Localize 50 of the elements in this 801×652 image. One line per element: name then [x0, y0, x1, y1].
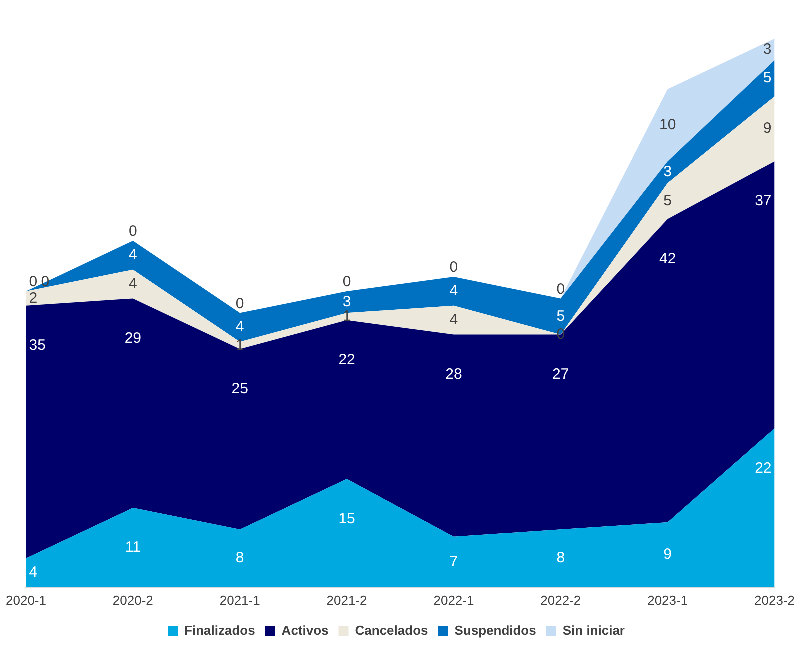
data-label: 0 [129, 223, 138, 240]
legend-label: Sin iniciar [562, 623, 625, 638]
x-tick-label: 2020-2 [112, 592, 154, 608]
data-label: 10 [659, 116, 676, 134]
data-label: 3 [763, 40, 772, 58]
data-label: 42 [659, 250, 676, 268]
x-tick-label: 2021-2 [326, 592, 368, 608]
x-tick-label: 2023-1 [648, 592, 688, 608]
data-label: 7 [450, 553, 458, 570]
data-label: 35 [29, 337, 46, 354]
data-label: 22 [338, 351, 356, 368]
data-label: 4 [29, 564, 38, 582]
data-label: 5 [763, 70, 772, 87]
legend-label: Finalizados [184, 623, 256, 638]
data-label: 11 [125, 538, 141, 556]
x-tick-label: 2022-2 [540, 592, 582, 608]
data-label: 25 [232, 380, 248, 398]
data-label: 0 [556, 280, 566, 298]
data-label: 27 [552, 366, 570, 383]
data-label: 5 [664, 192, 672, 210]
data-label: 0 [450, 259, 458, 276]
x-tick-label: 2020-1 [6, 592, 46, 608]
legend-label: Suspendidos [454, 623, 536, 638]
data-label: 15 [338, 510, 356, 528]
data-label: 37 [755, 192, 772, 210]
data-label: 4 [450, 311, 458, 328]
data-label: 2 [29, 290, 38, 307]
data-label: 3 [342, 293, 352, 310]
data-label: 4 [236, 318, 244, 336]
data-label: 22 [755, 460, 772, 477]
data-label: 4 [450, 282, 458, 300]
data-label: 3 [664, 164, 672, 181]
data-label: 4 [129, 275, 138, 292]
data-label: 9 [664, 546, 672, 564]
data-label: 0 [29, 274, 38, 291]
data-label: 29 [124, 330, 142, 347]
legend-label: Cancelados [355, 623, 428, 638]
data-label: 1 [342, 308, 352, 325]
data-label: 28 [446, 366, 462, 383]
data-label: 8 [556, 550, 566, 567]
x-tick-label: 2023-2 [754, 592, 796, 608]
data-label: 8 [236, 550, 244, 567]
data-label: 0 [342, 274, 352, 291]
legend-label: Activos [282, 623, 329, 638]
x-tick-label: 2022-1 [434, 592, 474, 608]
x-tick-label: 2021-1 [220, 592, 260, 608]
data-label: 5 [556, 308, 566, 325]
data-label: 0 [236, 295, 244, 312]
data-label: 4 [129, 246, 138, 264]
data-label: 9 [763, 120, 772, 138]
